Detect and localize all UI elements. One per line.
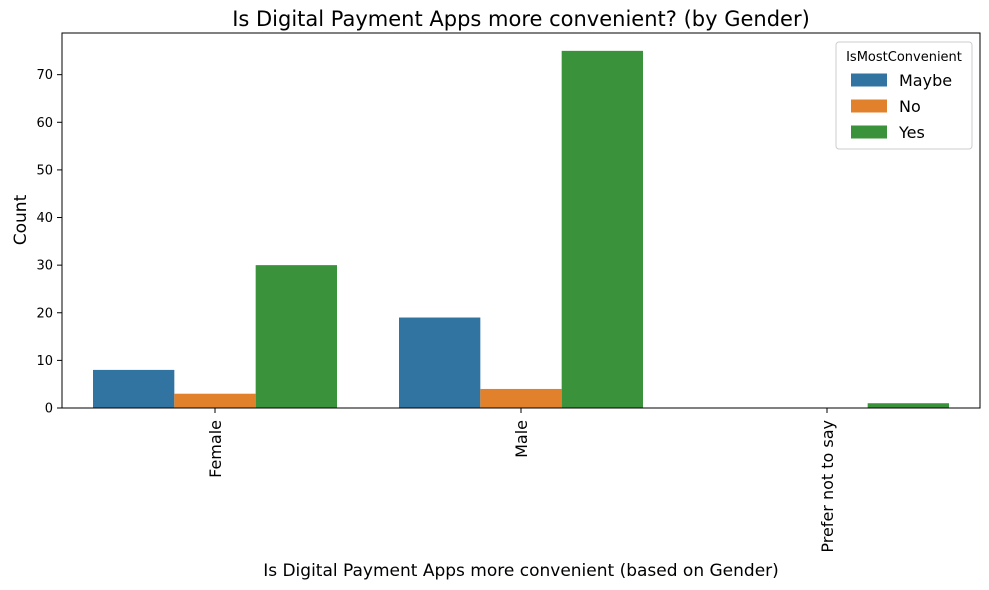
legend-title: IsMostConvenient (846, 50, 962, 65)
legend-label-yes: Yes (898, 123, 925, 142)
y-tick-label: 30 (36, 259, 53, 274)
bar-yes-male (561, 50, 643, 408)
y-tick-label: 10 (36, 354, 53, 369)
legend-label-maybe: Maybe (899, 71, 952, 90)
y-tick-label: 70 (36, 68, 53, 83)
legend-swatch-yes (851, 125, 887, 139)
y-tick-label: 40 (36, 211, 53, 226)
y-tick-label: 0 (45, 402, 53, 417)
chart-title: Is Digital Payment Apps more convenient?… (232, 7, 810, 31)
bar-no-male (480, 388, 562, 408)
x-axis-ticks: Female Male Prefer not to say (206, 408, 837, 553)
y-tick-label: 60 (36, 116, 53, 131)
legend: IsMostConvenient Maybe No Yes (835, 41, 973, 150)
bar-no-female (174, 393, 256, 408)
bar-yes-prefer-not-to-say (867, 403, 949, 408)
bar-maybe-male (399, 317, 481, 408)
y-axis-label: Count (11, 194, 31, 245)
x-tick-label: Female (206, 420, 225, 478)
bars (93, 50, 949, 408)
legend-label-no: No (899, 97, 921, 116)
plot-frame (61, 32, 981, 409)
y-axis-ticks: 0 10 20 30 40 50 60 70 (36, 68, 62, 417)
legend-box (835, 41, 973, 150)
x-tick-label: Male (512, 420, 531, 458)
bar-yes-female (255, 265, 337, 408)
y-tick-label: 20 (36, 306, 53, 321)
x-tick-label: Prefer not to say (818, 420, 837, 553)
x-axis-label: Is Digital Payment Apps more convenient … (263, 561, 779, 581)
legend-swatch-no (851, 99, 887, 113)
bar-maybe-female (93, 369, 175, 408)
legend-swatch-maybe (851, 73, 887, 87)
y-tick-label: 50 (36, 163, 53, 178)
